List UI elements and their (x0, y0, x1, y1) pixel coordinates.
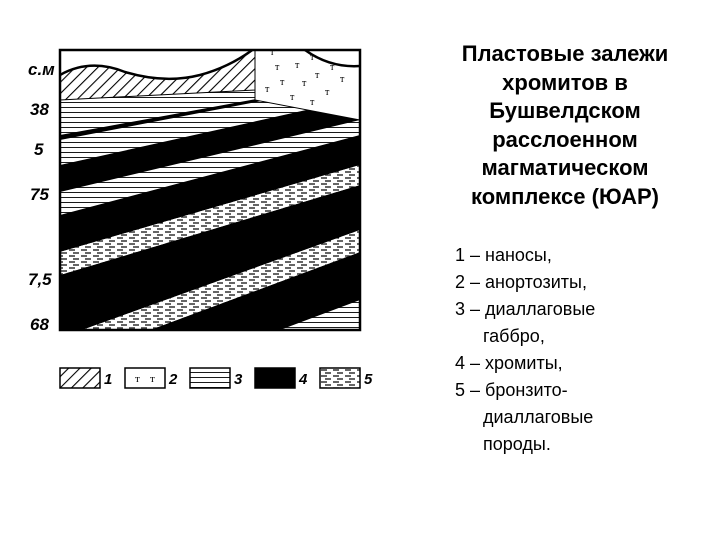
legend-item: породы. (455, 431, 700, 458)
svg-text:4: 4 (298, 371, 308, 388)
axis-val-1: 5 (34, 140, 43, 160)
svg-text:т: т (135, 373, 140, 385)
svg-text:т: т (280, 77, 285, 88)
svg-text:т: т (150, 373, 155, 385)
cross-section-svg: тттттттттттттт1тт2345 (20, 20, 400, 400)
svg-text:т: т (340, 74, 345, 85)
diagram-title: Пластовые залежи хромитов в Бушвелдском … (430, 40, 700, 212)
legend-item: диаллаговые (455, 404, 700, 431)
legend-item: габбро, (455, 323, 700, 350)
svg-text:1: 1 (104, 371, 112, 388)
axis-val-3: 7,5 (28, 270, 52, 290)
legend-item: 1 – наносы, (455, 242, 700, 269)
svg-text:т: т (290, 42, 295, 53)
legend-item: 5 – бронзито- (455, 377, 700, 404)
svg-text:2: 2 (168, 371, 178, 388)
svg-text:т: т (275, 62, 280, 73)
svg-text:т: т (265, 84, 270, 95)
svg-text:т: т (295, 60, 300, 71)
svg-text:т: т (270, 47, 275, 58)
axis-val-0: 38 (30, 100, 49, 120)
axis-unit: с.м (28, 60, 55, 80)
description-panel: Пластовые залежи хромитов в Бушвелдском … (430, 20, 700, 520)
axis-val-2: 75 (30, 185, 49, 205)
svg-text:т: т (290, 92, 295, 103)
svg-text:т: т (315, 70, 320, 81)
geological-diagram: с.м 38 5 75 7,5 68 тттттттттттттт1тт2345 (20, 20, 400, 520)
axis-val-4: 68 (30, 315, 49, 335)
svg-text:т: т (325, 87, 330, 98)
legend-item: 2 – анортозиты, (455, 269, 700, 296)
legend-item: 3 – диаллаговые (455, 296, 700, 323)
svg-text:3: 3 (234, 371, 243, 388)
svg-text:т: т (310, 97, 315, 108)
svg-text:т: т (302, 78, 307, 89)
legend-item: 4 – хромиты, (455, 350, 700, 377)
legend-list: 1 – наносы,2 – анортозиты,3 – диаллаговы… (430, 242, 700, 458)
svg-text:5: 5 (364, 371, 373, 388)
